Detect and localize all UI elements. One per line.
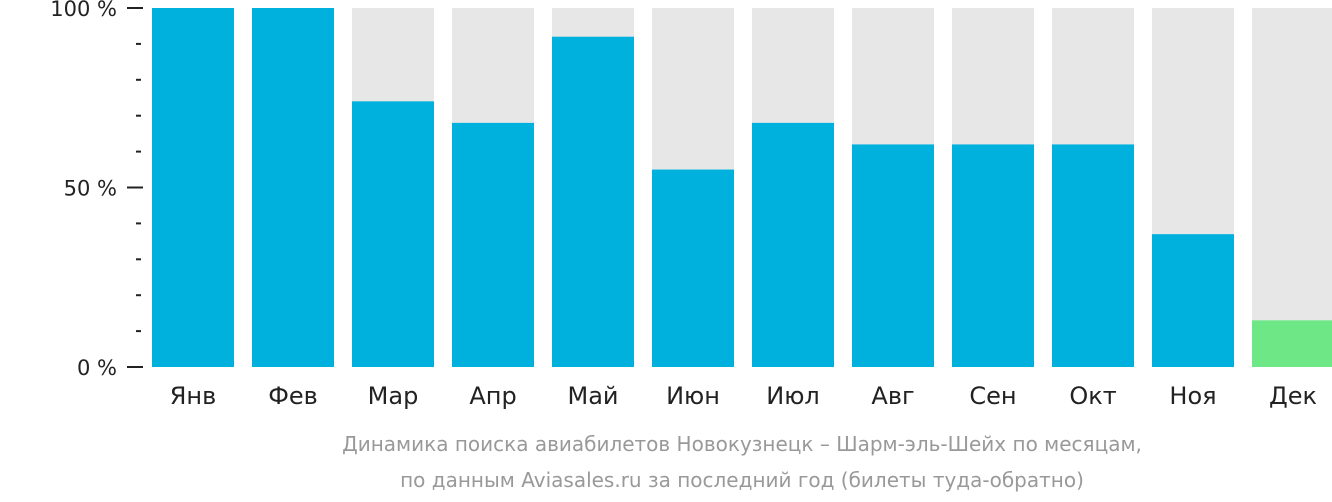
bar-background [1252, 8, 1332, 367]
month-label: Дек [1269, 382, 1317, 410]
bar-1[interactable] [152, 8, 234, 367]
bar-5[interactable] [552, 36, 634, 367]
chart-caption-line-2: по данным Aviasales.ru за последний год … [400, 468, 1084, 492]
bar-11[interactable] [1152, 234, 1234, 367]
y-tick-label: 100 % [50, 0, 117, 21]
bar-chart: 0 % 50 % 100 % Янв Фев Мар Апр Май Июн Июл Авг Сен… [50, 0, 1332, 410]
month-label: Мар [368, 382, 419, 410]
bar-10[interactable] [1052, 144, 1134, 367]
bar-12[interactable] [1252, 320, 1332, 367]
month-label: Сен [969, 382, 1016, 410]
month-label: Авг [871, 382, 914, 410]
y-axis: 0 % 50 % 100 % [50, 0, 143, 380]
y-tick-label: 50 % [64, 177, 117, 201]
month-label: Июн [666, 382, 720, 410]
month-label: Апр [469, 382, 516, 410]
month-label: Май [567, 382, 618, 410]
bar-8[interactable] [852, 144, 934, 367]
month-label: Июл [766, 382, 820, 410]
bar-4[interactable] [452, 122, 534, 367]
bar-6[interactable] [652, 169, 734, 367]
bar-9[interactable] [952, 144, 1034, 367]
month-label: Ноя [1169, 382, 1216, 410]
month-labels: Янв Фев Мар Апр Май Июн Июл Авг Сен Окт Ноя Дек [170, 382, 1317, 410]
month-label: Фев [268, 382, 318, 410]
bar-3[interactable] [352, 101, 434, 367]
month-label: Янв [170, 382, 217, 410]
chart-caption-line-1: Динамика поиска авиабилетов Новокузнецк … [342, 432, 1142, 456]
bar-2[interactable] [252, 8, 334, 367]
month-label: Окт [1069, 382, 1116, 410]
bars [152, 8, 1332, 367]
y-tick-label: 0 % [77, 356, 117, 380]
bar-7[interactable] [752, 122, 834, 367]
